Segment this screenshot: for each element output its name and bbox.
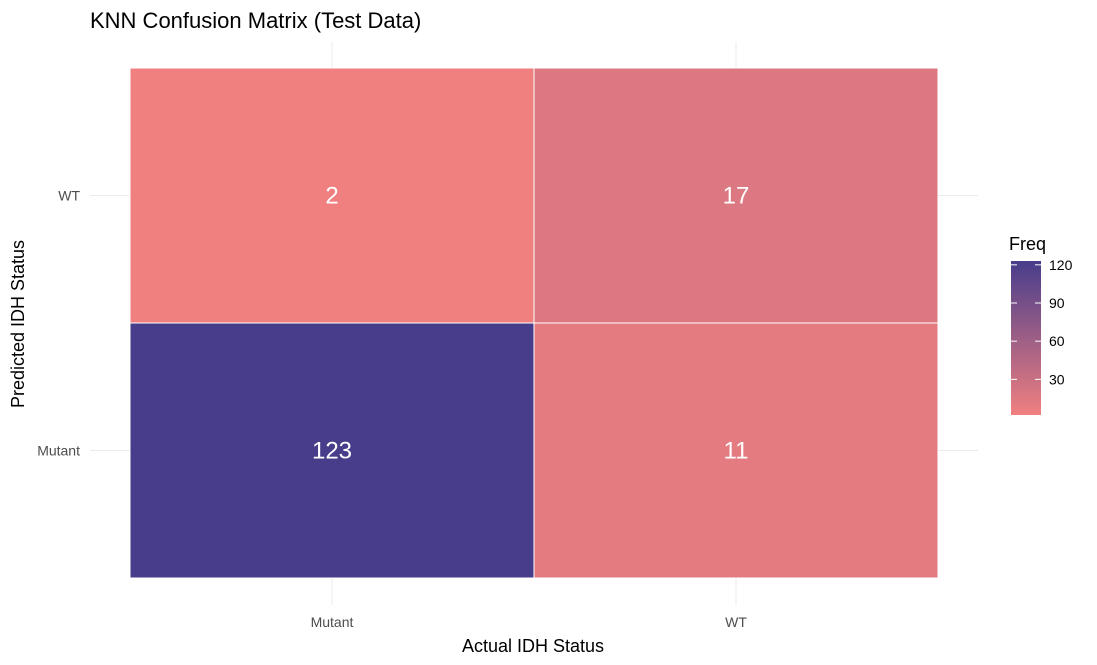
cell-value-label: 17 <box>723 183 750 210</box>
y-axis-title: Predicted IDH Status <box>8 240 28 408</box>
chart-title: KNN Confusion Matrix (Test Data) <box>90 8 421 33</box>
legend-title: Freq <box>1009 234 1046 254</box>
cell-value-label: 11 <box>724 438 749 465</box>
legend: Freq 30 60 90 120 <box>1009 234 1073 415</box>
legend-tick-label: 60 <box>1049 333 1065 349</box>
x-axis-title: Actual IDH Status <box>462 636 604 656</box>
heatmap-cells <box>129 67 939 579</box>
cell-value-label: 2 <box>325 183 338 210</box>
legend-ticks: 30 60 90 120 <box>1011 257 1073 387</box>
heatmap-cell <box>129 322 535 579</box>
legend-tick-label: 120 <box>1049 257 1073 273</box>
cell-value-labels: 2 17 123 11 <box>312 183 749 465</box>
y-tick-label: Mutant <box>37 443 80 459</box>
cell-value-label: 123 <box>312 438 352 465</box>
y-axis-ticks: Mutant WT <box>37 188 80 459</box>
x-tick-label: Mutant <box>311 614 354 630</box>
legend-tick-label: 90 <box>1049 295 1065 311</box>
legend-tick-label: 30 <box>1049 371 1065 387</box>
heatmap-cell <box>129 67 535 324</box>
y-tick-label: WT <box>58 188 80 204</box>
x-axis-ticks: Mutant WT <box>311 614 748 630</box>
x-tick-label: WT <box>725 614 747 630</box>
heatmap-cell <box>533 322 939 579</box>
legend-colorbar <box>1011 261 1041 415</box>
